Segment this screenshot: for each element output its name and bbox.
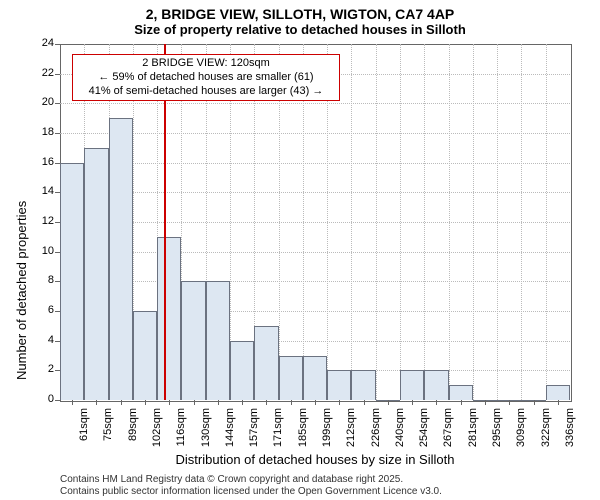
x-tick-label: 185sqm [297, 408, 309, 468]
y-tick-label: 4 [30, 334, 54, 346]
annot-line2: ← 59% of detached houses are smaller (61… [77, 71, 335, 85]
histogram-bar [351, 370, 375, 400]
x-tick-label: 322sqm [540, 408, 552, 468]
histogram-bar [60, 163, 84, 400]
annot-line1: 2 BRIDGE VIEW: 120sqm [77, 57, 335, 71]
histogram-bar [109, 118, 133, 400]
histogram-bar [546, 385, 570, 400]
histogram-bar [327, 370, 351, 400]
annot-line3: 41% of semi-detached houses are larger (… [77, 85, 335, 99]
x-tick-label: 336sqm [564, 408, 576, 468]
y-tick-label: 24 [30, 37, 54, 49]
histogram-bar [84, 148, 108, 400]
x-tick-label: 199sqm [321, 408, 333, 468]
histogram-bar [157, 237, 181, 400]
x-tick-label: 61sqm [78, 408, 90, 468]
x-tick-label: 102sqm [151, 408, 163, 468]
x-tick-label: 240sqm [394, 408, 406, 468]
y-tick-label: 10 [30, 245, 54, 257]
y-axis-label: Number of detached properties [14, 60, 29, 380]
y-tick-label: 14 [30, 185, 54, 197]
x-tick-label: 226sqm [370, 408, 382, 468]
histogram-bar [133, 311, 157, 400]
title-line2: Size of property relative to detached ho… [0, 22, 600, 41]
x-tick-label: 309sqm [515, 408, 527, 468]
annotation-box: 2 BRIDGE VIEW: 120sqm← 59% of detached h… [72, 54, 340, 101]
y-tick-label: 18 [30, 126, 54, 138]
y-tick-label: 22 [30, 67, 54, 79]
y-tick-label: 2 [30, 363, 54, 375]
histogram-bar [424, 370, 448, 400]
y-tick-label: 12 [30, 215, 54, 227]
histogram-bar [279, 356, 303, 401]
x-tick-label: 254sqm [418, 408, 430, 468]
y-tick-label: 20 [30, 96, 54, 108]
x-tick-label: 144sqm [224, 408, 236, 468]
y-tick-label: 0 [30, 393, 54, 405]
x-tick-label: 171sqm [272, 408, 284, 468]
footer-line1: Contains HM Land Registry data © Crown c… [60, 474, 403, 485]
histogram-bar [254, 326, 278, 400]
x-tick-label: 157sqm [248, 408, 260, 468]
x-tick-label: 116sqm [175, 408, 187, 468]
y-tick-label: 16 [30, 156, 54, 168]
x-tick-label: 89sqm [127, 408, 139, 468]
y-tick-label: 8 [30, 274, 54, 286]
y-tick-label: 6 [30, 304, 54, 316]
histogram-bar [181, 281, 205, 400]
x-tick-label: 130sqm [200, 408, 212, 468]
histogram-bar [400, 370, 424, 400]
x-tick-label: 75sqm [102, 408, 114, 468]
x-tick-label: 212sqm [345, 408, 357, 468]
x-tick-label: 267sqm [442, 408, 454, 468]
footer-line2: Contains public sector information licen… [60, 486, 442, 497]
title-line1: 2, BRIDGE VIEW, SILLOTH, WIGTON, CA7 4AP [0, 0, 600, 22]
histogram-bar [449, 385, 473, 400]
x-tick-label: 295sqm [491, 408, 503, 468]
histogram-bar [230, 341, 254, 400]
x-tick-label: 281sqm [467, 408, 479, 468]
histogram-bar [206, 281, 230, 400]
histogram-bar [303, 356, 327, 401]
chart-container: { "title_line1": "2, BRIDGE VIEW, SILLOT… [0, 0, 600, 500]
